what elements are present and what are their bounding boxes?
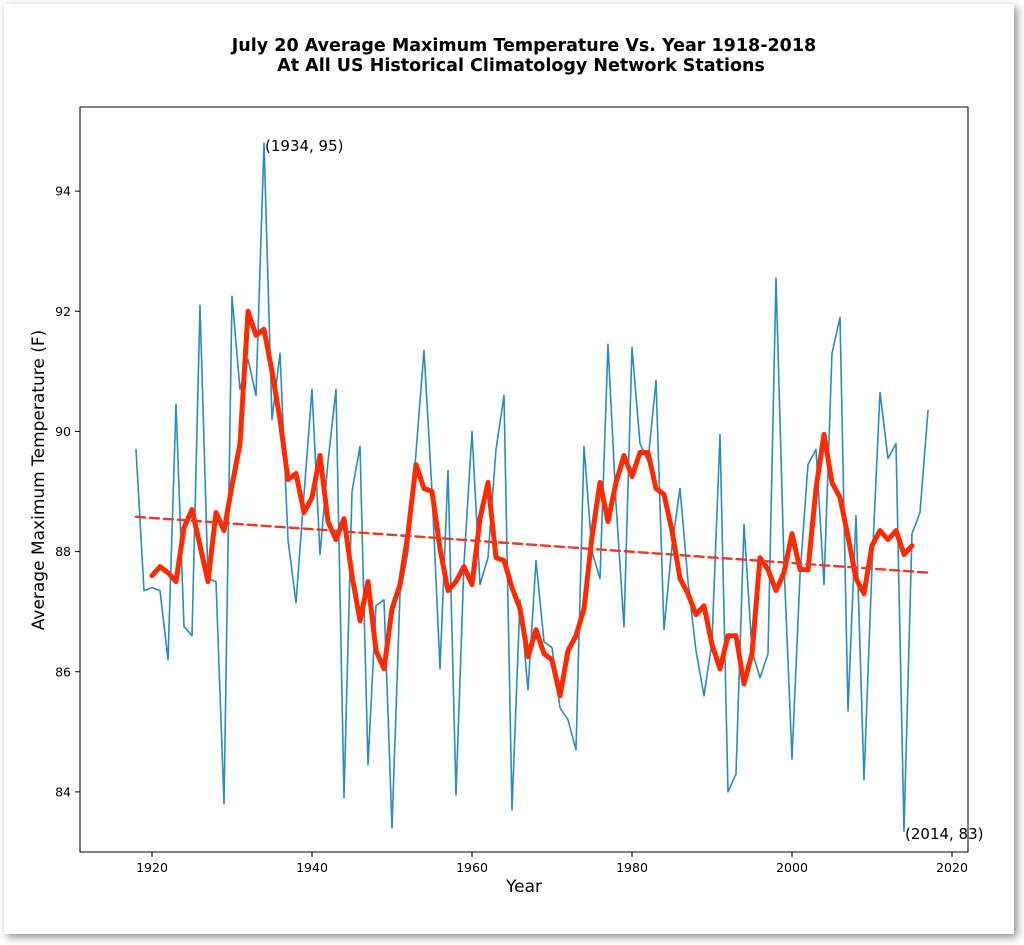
- y-tick-label: 90: [55, 424, 71, 439]
- trend-line: [134, 515, 930, 574]
- chart-subtitle: At All US Historical Climatology Network…: [277, 56, 765, 76]
- x-axis-ticks: 1920 1940 1960 1980 2000 2020: [136, 852, 968, 875]
- x-tick-label: 1940: [296, 860, 328, 875]
- series-line-smoothed: [149, 308, 915, 699]
- y-tick-label: 94: [55, 184, 71, 199]
- annotations: (1934, 95) (2014, 83): [265, 137, 984, 843]
- plot-area: [79, 106, 969, 853]
- annotation-label: (1934, 95): [265, 137, 344, 155]
- series-line-raw: [135, 142, 929, 832]
- y-tick-label: 88: [55, 544, 71, 559]
- x-tick-label: 1980: [616, 860, 648, 875]
- y-axis-ticks: 84 86 88 90 92 94: [55, 184, 80, 799]
- annotation-label: (2014, 83): [905, 825, 984, 843]
- y-axis-label: Average Maximum Temperature (F): [29, 330, 49, 631]
- chart-title: July 20 Average Maximum Temperature Vs. …: [231, 36, 816, 56]
- y-tick-label: 86: [55, 664, 71, 679]
- x-tick-label: 2000: [776, 860, 808, 875]
- x-tick-label: 1920: [136, 860, 168, 875]
- series-layer: [134, 142, 930, 832]
- x-tick-label: 2020: [936, 860, 968, 875]
- y-tick-label: 92: [55, 304, 71, 319]
- x-tick-label: 1960: [456, 860, 488, 875]
- y-tick-label: 84: [55, 784, 71, 799]
- x-axis-label: Year: [505, 877, 542, 897]
